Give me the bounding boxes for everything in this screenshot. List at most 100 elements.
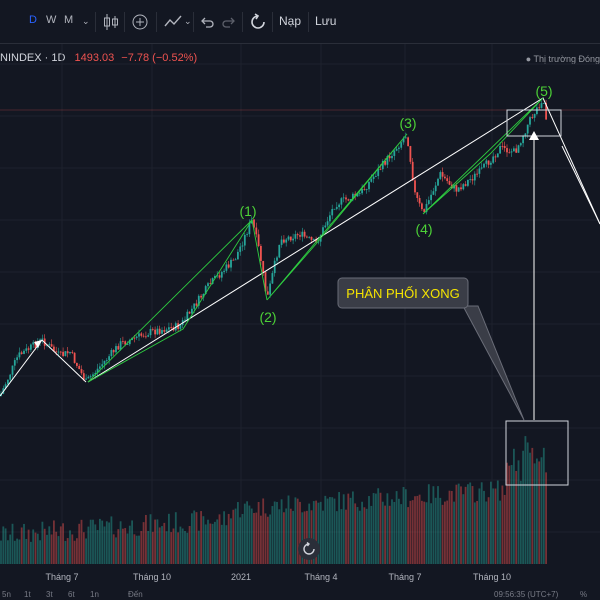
candle-body [338,204,340,208]
volume-bar [41,521,44,564]
volume-bar [220,524,223,564]
candle-body [377,168,380,177]
volume-bar [407,507,409,564]
volume-bar [135,535,138,564]
volume-bar [117,529,120,564]
x-tick-label: Tháng 7 [388,572,421,582]
volume-bar [536,458,538,564]
candle-body [453,185,455,189]
candle-body [188,311,191,314]
volume-bar [115,537,117,564]
interval-month[interactable]: M [64,14,74,26]
price-change: −7.78 (−0.52%) [121,52,198,64]
goto-date-button[interactable]: Đến [128,590,143,599]
candle-body [85,378,87,380]
volume-bar [425,502,428,564]
candle-body [315,239,317,243]
percent-toggle[interactable]: % [580,590,588,599]
candle-body [393,150,396,156]
clock-time: 09:56:35 (UTC+7) [494,590,559,599]
volume-bar [154,519,156,564]
save-button[interactable]: Lưu [315,14,337,28]
volume-bar [358,510,361,564]
volume-bar [439,497,442,564]
candle-body [326,221,329,226]
volume-bar [48,526,51,564]
volume-bar [214,521,216,564]
refresh-icon[interactable] [249,13,267,31]
volume-bar [163,522,166,564]
volume-bar [140,531,143,564]
volume-bar [448,490,451,564]
annotation-text: PHÂN PHỐI XONG [346,286,459,301]
volume-bar [384,505,386,564]
volume-bar [2,526,5,564]
volume-bar [335,511,338,564]
interval-day[interactable]: D [29,14,37,26]
candle-body [117,346,120,350]
volume-bar [9,534,12,564]
candle-body [467,179,469,186]
candle-body [388,156,391,159]
range-1y[interactable]: 1n [90,590,99,599]
volume-bar [338,492,340,564]
volume-bar [402,487,405,564]
volume-bar [437,486,439,564]
chevron-down-icon[interactable]: ⌄ [184,16,192,26]
range-1m[interactable]: 1t [24,590,31,599]
volume-bar [30,541,32,564]
interval-week[interactable]: W [46,14,57,26]
reset-chart-button[interactable] [298,538,320,560]
volume-bar [273,501,276,564]
volume-bar [386,493,389,564]
candle-body [501,146,504,147]
range-6m[interactable]: 6t [68,590,75,599]
indicators-icon[interactable] [163,12,185,32]
load-button[interactable]: Nạp [279,14,302,28]
candle-body [110,350,113,357]
volume-bar [69,530,71,564]
candle-body [409,146,412,162]
volume-bar [513,448,515,564]
chevron-down-icon[interactable]: ⌄ [82,16,90,26]
symbol-legend: NINDEX · 1D 1493.03 −7.78 (−0.52%) [0,52,197,64]
add-indicator-icon[interactable] [130,12,150,32]
candle-body [59,351,62,353]
volume-bar [444,501,446,564]
volume-bar [526,442,529,564]
candle-body [469,179,472,180]
candles-icon[interactable] [102,12,120,32]
symbol-name[interactable]: NINDEX · 1D [0,52,66,64]
candle-body [414,180,416,193]
volume-bar [490,481,492,564]
volume-bar [223,511,225,564]
range-5d[interactable]: 5n [2,590,11,599]
price-chart[interactable]: PHÂN PHỐI XONG (1) (2) (3) (4) (5) Tháng… [0,44,600,590]
candle-body [55,351,58,353]
candle-body [340,198,343,205]
candle-body [239,246,242,252]
volume-bar [124,528,127,564]
volume-bar [119,521,122,564]
undo-icon[interactable] [199,14,215,30]
range-3m[interactable]: 3t [46,590,53,599]
volume-bar [181,528,184,564]
volume-bar [149,514,152,564]
volume-bar [99,518,101,564]
volume-bar [0,540,2,564]
candle-body [246,234,248,235]
volume-bar [191,513,193,564]
candle-body [333,208,336,210]
candle-body [522,136,524,144]
candle-body [64,351,67,357]
volume-bar [409,500,412,564]
candle-body [508,152,511,154]
toolbar-divider [156,12,157,32]
volume-bar [301,512,304,564]
candle-body [480,167,483,169]
candle-body [483,163,485,168]
redo-icon[interactable] [221,14,237,30]
candle-body [356,193,359,197]
top-toolbar: D W M ⌄ ⌄ Nạp Lưu [0,0,600,44]
volume-bar [53,520,55,564]
